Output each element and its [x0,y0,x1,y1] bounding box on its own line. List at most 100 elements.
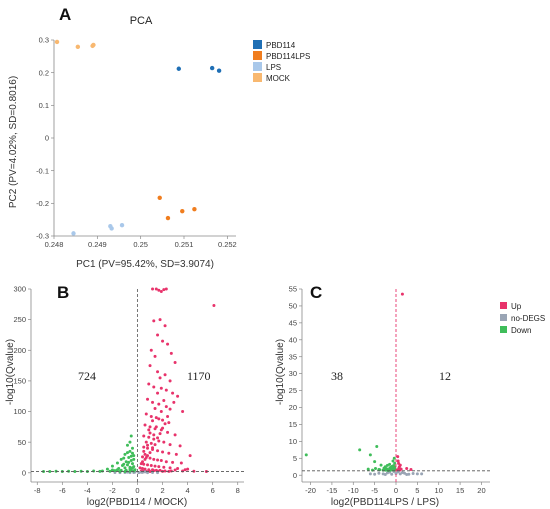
x-tick-label: 6 [211,486,215,495]
point-up [178,444,182,448]
point-down [122,456,126,460]
point-up [156,391,160,395]
legend-label-no-degs: no-DEGS [511,314,545,323]
point-no-degs [377,471,381,475]
point-up [154,425,158,429]
point-down [130,451,134,455]
x-tick-label: 10 [435,486,443,495]
point-up [148,470,152,474]
point-up [166,342,170,346]
panel-b-ticks: -8 -6 -4 -2 0 2 4 6 8 0 50 100 150 200 250 300 [13,285,239,495]
point-up [168,443,172,447]
point-up [157,439,161,443]
point-up [163,422,167,426]
point-up [166,430,170,434]
point-up [148,456,152,460]
point-up [141,460,145,464]
point-up [162,288,166,292]
x-tick-label: 0.251 [175,240,194,249]
x-tick-label: 0.248 [45,240,64,249]
point-no-degs [143,470,147,474]
point-down [119,457,123,461]
point-down [130,466,134,470]
x-tick-label: 2 [160,486,164,495]
point-down [48,470,52,474]
y-tick-label: 0 [22,468,26,477]
x-tick-label: -8 [34,486,41,495]
point-down [128,467,132,471]
y-tick-label: 40 [289,335,297,344]
point-no-degs [373,472,377,476]
point-down [115,468,119,472]
panel-c-legend: Up no-DEGS Down [500,302,545,335]
x-tick-label: 4 [186,486,190,495]
point-up [163,469,167,473]
point-down [391,459,395,463]
legend-label-mock: MOCK [266,74,291,83]
panel-c-letter: C [310,283,322,302]
y-tick-label: 10 [289,437,297,446]
point-pbd114lps [192,207,197,212]
point-up [159,386,163,390]
panel-b: B -8 -6 -4 -2 0 2 4 6 8 0 50 100 150 200 250 300 724 11… [5,283,244,508]
legend-swatch-lps [253,62,262,71]
point-up [142,434,146,438]
point-down [375,444,379,448]
point-down [132,469,136,473]
point-up [152,433,156,437]
point-up [181,410,185,414]
legend-label-pbd114: PBD114 [266,41,296,50]
point-down [368,453,372,457]
point-down [127,455,131,459]
point-up [159,459,163,463]
point-down [125,463,129,467]
point-lps [109,226,114,231]
point-pbd114lps [157,195,162,200]
point-up [156,333,160,337]
x-tick-label: 8 [236,486,240,495]
point-lps [119,223,125,228]
point-up [144,412,148,416]
point-up [154,287,158,291]
y-tick-label: 5 [293,454,297,463]
point-up [188,454,192,458]
x-tick-label: 0.25 [133,240,148,249]
x-tick-label: 20 [477,486,485,495]
point-down [393,461,397,465]
point-down [124,460,128,464]
panel-c-up-count: 12 [439,369,451,383]
point-up [396,455,400,459]
x-tick-label: -5 [371,486,378,495]
point-up [162,465,166,469]
panel-c-x-label: log2(PBD114LPS / LPS) [331,497,439,508]
point-up [147,428,151,432]
point-pbd114 [209,65,215,71]
point-down [123,466,127,470]
y-tick-label: 50 [289,302,297,311]
y-tick-label: 0.3 [39,36,49,45]
point-up [149,414,153,418]
legend-swatch-pbd114 [253,40,262,49]
point-down [123,469,127,473]
point-up [167,451,171,455]
point-up [148,425,152,429]
point-no-degs [398,472,402,476]
point-no-degs [411,472,415,476]
point-up [156,436,160,440]
point-pbd114lps [180,208,185,214]
y-tick-label: 200 [13,346,26,355]
panel-c-y-label: -log10(Qvalue) [275,339,286,405]
y-tick-label: 20 [289,403,297,412]
panel-a-points [54,39,222,236]
panel-c-down-count: 38 [331,369,343,383]
point-up [146,454,150,458]
point-up [161,339,165,343]
point-down [385,463,389,467]
y-tick-label: 25 [289,386,297,395]
y-tick-label: 0 [45,134,49,143]
point-up [156,449,160,453]
point-up [157,402,161,406]
point-up [164,405,168,409]
point-up [397,466,401,470]
x-tick-label: -6 [59,486,66,495]
